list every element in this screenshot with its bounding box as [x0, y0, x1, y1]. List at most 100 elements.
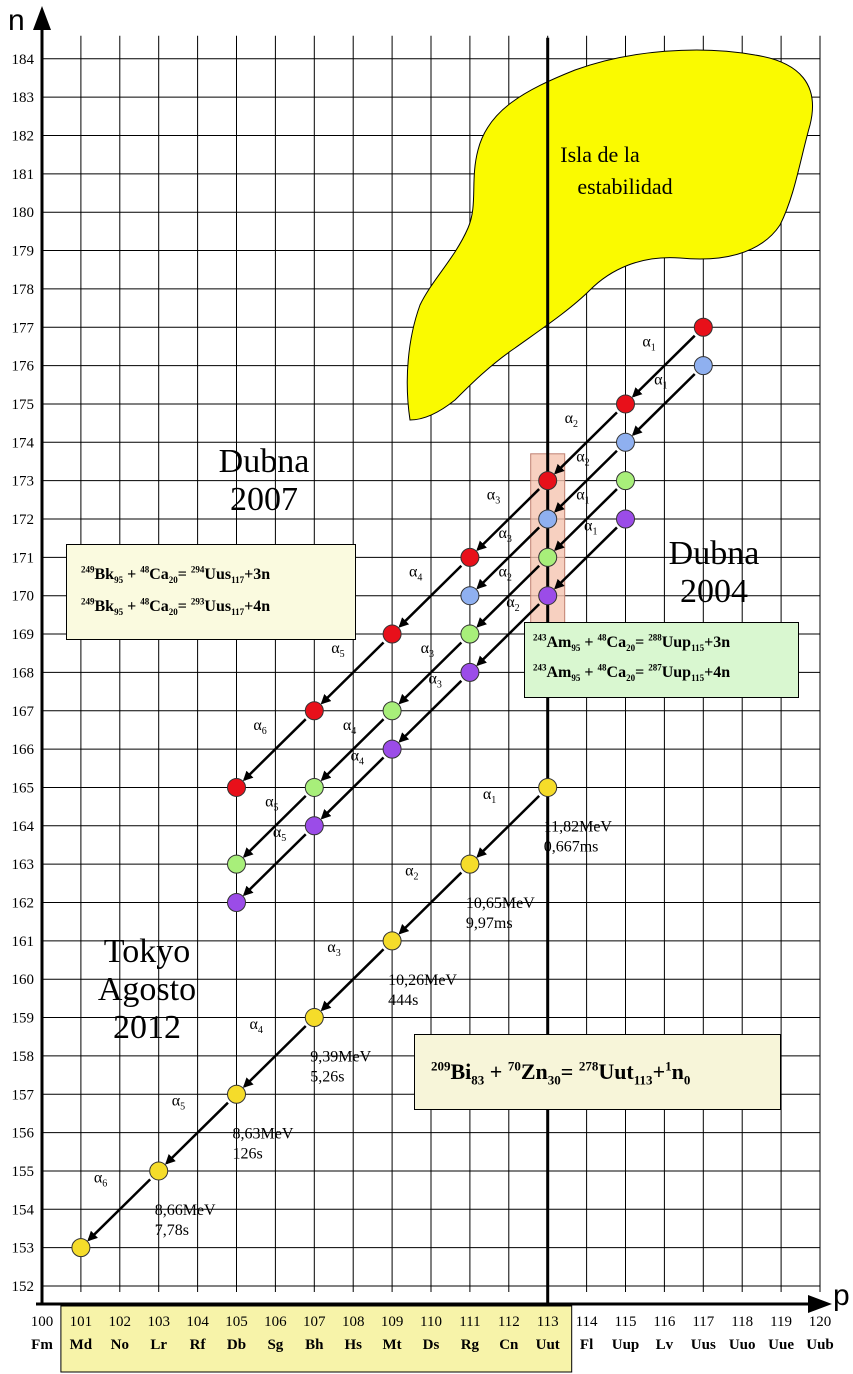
x-tick-label: 120 [809, 1314, 832, 1330]
nuclide-point-violet [304, 816, 324, 836]
alpha-label: α4 [351, 747, 364, 767]
y-tick-label: 163 [12, 857, 35, 873]
decay-energy: 10,26MeV [388, 972, 457, 989]
y-tick-label: 171 [12, 550, 35, 566]
y-tick-label: 165 [12, 780, 35, 796]
y-tick-label: 156 [12, 1126, 35, 1142]
dubna-2007-reactions: 249Bk95 + 48Ca20= 294Uus117+3n 249Bk95 + … [66, 544, 356, 640]
nuclide-point-violet [538, 586, 558, 606]
element-symbol: Lv [656, 1337, 674, 1353]
alpha-label: α4 [409, 563, 422, 583]
decay-halflife: 126s [233, 1145, 263, 1162]
alpha-label: α2 [405, 862, 418, 882]
element-symbol: Bh [305, 1337, 324, 1353]
element-symbol: Hs [344, 1337, 362, 1353]
alpha-label: α1 [584, 517, 597, 537]
decay-arrow [476, 488, 541, 552]
x-tick-label: 108 [342, 1314, 365, 1330]
island-label-line-2: estabilidad [577, 174, 672, 199]
decay-arrow [554, 449, 618, 513]
decay-arrow [242, 794, 307, 858]
nuclide-point-red [460, 547, 480, 567]
x-tick-label: 100 [31, 1314, 54, 1330]
nuclide-point-green [538, 547, 558, 567]
decay-info-labels: 11,82MeV 0,667ms 10,65MeV 9,97ms 10,26MeV 444… [155, 818, 613, 1238]
alpha-label: α3 [327, 939, 340, 959]
region-label-line: Agosto [98, 971, 196, 1008]
y-tick-label: 161 [12, 934, 35, 950]
element-symbol: Uub [806, 1337, 834, 1353]
x-tick-label: 101 [70, 1314, 93, 1330]
nuclide-point-violet [616, 509, 635, 529]
x-tick-label: 113 [537, 1314, 559, 1330]
decay-arrow [554, 526, 618, 590]
decay-energy: 8,63MeV [233, 1125, 294, 1142]
y-tick-label: 160 [12, 972, 35, 988]
y-tick-label: 184 [12, 52, 35, 68]
nuclide-point-yellow [460, 854, 480, 874]
x-tick-label: 105 [225, 1314, 248, 1330]
reaction-equation: 249Bk95 + 48Ca20= 294Uus117+3n [81, 564, 271, 586]
decay-arrow [320, 948, 385, 1012]
region-label-line: 2012 [113, 1009, 181, 1046]
alpha-label: α4 [343, 717, 356, 737]
y-tick-label: 169 [12, 627, 35, 643]
x-axis-arrowhead [808, 1295, 832, 1313]
nuclide-point-blue [538, 509, 558, 529]
nuclide-point-violet [460, 662, 480, 682]
nuclide-point-red [538, 471, 558, 491]
decay-arrow [554, 411, 618, 475]
y-axis-label: n [8, 4, 25, 37]
alpha-label: α5 [331, 640, 344, 660]
x-tick-label: 112 [498, 1314, 520, 1330]
element-symbol: Sg [267, 1337, 283, 1353]
element-symbol: Lr [150, 1337, 167, 1353]
decay-arrow [87, 1178, 152, 1242]
y-tick-label: 158 [12, 1049, 35, 1065]
y-tick-label: 175 [12, 397, 35, 413]
alpha-label: α5 [273, 824, 286, 844]
nuclide-point-green [460, 624, 480, 644]
x-tick-label: 117 [692, 1314, 714, 1330]
element-symbol: Fl [580, 1337, 593, 1353]
y-tick-label: 179 [12, 244, 35, 260]
decay-energy: 9,39MeV [310, 1049, 371, 1066]
y-tick-label: 182 [12, 129, 35, 145]
nuclide-point-violet [382, 739, 402, 759]
x-tick-label: 119 [770, 1314, 792, 1330]
nuclide-point-yellow [304, 1008, 324, 1028]
y-tick-label: 177 [12, 320, 35, 336]
decay-arrow [631, 334, 696, 398]
alpha-label: α6 [253, 717, 266, 737]
nuclide-point-blue [616, 432, 635, 452]
region-label-line: Dubna [669, 535, 760, 572]
nuclide-point-yellow [149, 1161, 169, 1181]
element-symbol: Fm [31, 1337, 53, 1353]
x-tick-label: 116 [653, 1314, 675, 1330]
y-tick-label: 174 [12, 435, 35, 451]
y-tick-label: 152 [12, 1279, 35, 1295]
reaction-equation: 243Am95 + 48Ca20= 287Uup115+4n [533, 662, 731, 684]
region-label-line: Tokyo [104, 933, 190, 970]
alpha-label: α3 [487, 487, 500, 507]
decay-arrow [476, 564, 541, 628]
decay-arrow [476, 526, 541, 590]
decay-arrow [320, 641, 385, 705]
island-of-stability [406, 49, 814, 421]
y-tick-label: 162 [12, 896, 35, 912]
y-tick-label: 176 [12, 359, 35, 375]
element-symbol: Db [227, 1337, 246, 1353]
y-tick-label: 178 [12, 282, 35, 298]
alpha-label: α1 [576, 487, 589, 507]
decay-halflife: 444s [388, 992, 418, 1009]
nuclide-point-red [693, 317, 713, 337]
reaction-equation: 209Bi83 + 70Zn30= 278Uut113+1n0 [431, 1058, 691, 1088]
decay-halflife: 0,667ms [544, 838, 599, 855]
y-tick-label: 173 [12, 474, 35, 490]
y-tick-label: 180 [12, 205, 35, 221]
decay-arrow [476, 603, 541, 667]
y-tick-label: 183 [12, 90, 35, 106]
nuclide-point-yellow [538, 777, 558, 797]
alpha-label: α1 [483, 786, 496, 806]
y-tick-label: 181 [12, 167, 35, 183]
